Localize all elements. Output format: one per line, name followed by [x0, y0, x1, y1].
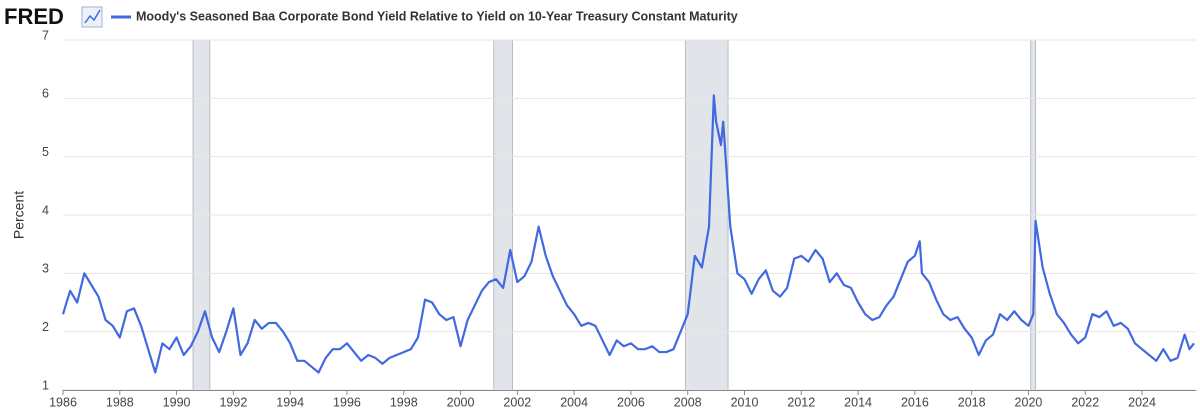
y-tick-label: 1 [42, 378, 49, 392]
x-tick-label: 2022 [1071, 395, 1099, 409]
x-tick-label: 2016 [901, 395, 929, 409]
y-tick-label: 6 [42, 87, 49, 101]
logo-icon [81, 6, 103, 28]
x-tick-label: 2004 [560, 395, 588, 409]
x-tick-label: 2012 [787, 395, 815, 409]
x-tick-label: 1990 [163, 395, 191, 409]
legend-label: Moody's Seasoned Baa Corporate Bond Yiel… [136, 9, 738, 23]
x-tick-label: 1986 [49, 395, 77, 409]
x-tick-label: 2020 [1015, 395, 1043, 409]
y-tick-label: 7 [42, 28, 49, 42]
x-tick-label: 1992 [219, 395, 247, 409]
x-tick-label: 2024 [1128, 395, 1156, 409]
x-tick-label: 1994 [276, 395, 304, 409]
x-tick-label: 1996 [333, 395, 361, 409]
data-line [61, 94, 1195, 374]
y-tick-label: 3 [42, 262, 49, 276]
x-tick-label: 2010 [731, 395, 759, 409]
x-tick-label: 2014 [844, 395, 872, 409]
x-tick-label: 1988 [106, 395, 134, 409]
x-tick-label: 2002 [503, 395, 531, 409]
y-tick-label: 4 [42, 203, 49, 217]
x-tick-label: 2018 [958, 395, 986, 409]
x-tick-label: 1998 [390, 395, 418, 409]
logo: FRED [4, 4, 64, 29]
x-tick-label: 2008 [674, 395, 702, 409]
y-tick-label: 2 [42, 320, 49, 334]
x-tick-label: 2000 [447, 395, 475, 409]
y-axis-label: Percent [11, 191, 27, 239]
y-tick-label: 5 [42, 145, 49, 159]
x-tick-label: 2006 [617, 395, 645, 409]
